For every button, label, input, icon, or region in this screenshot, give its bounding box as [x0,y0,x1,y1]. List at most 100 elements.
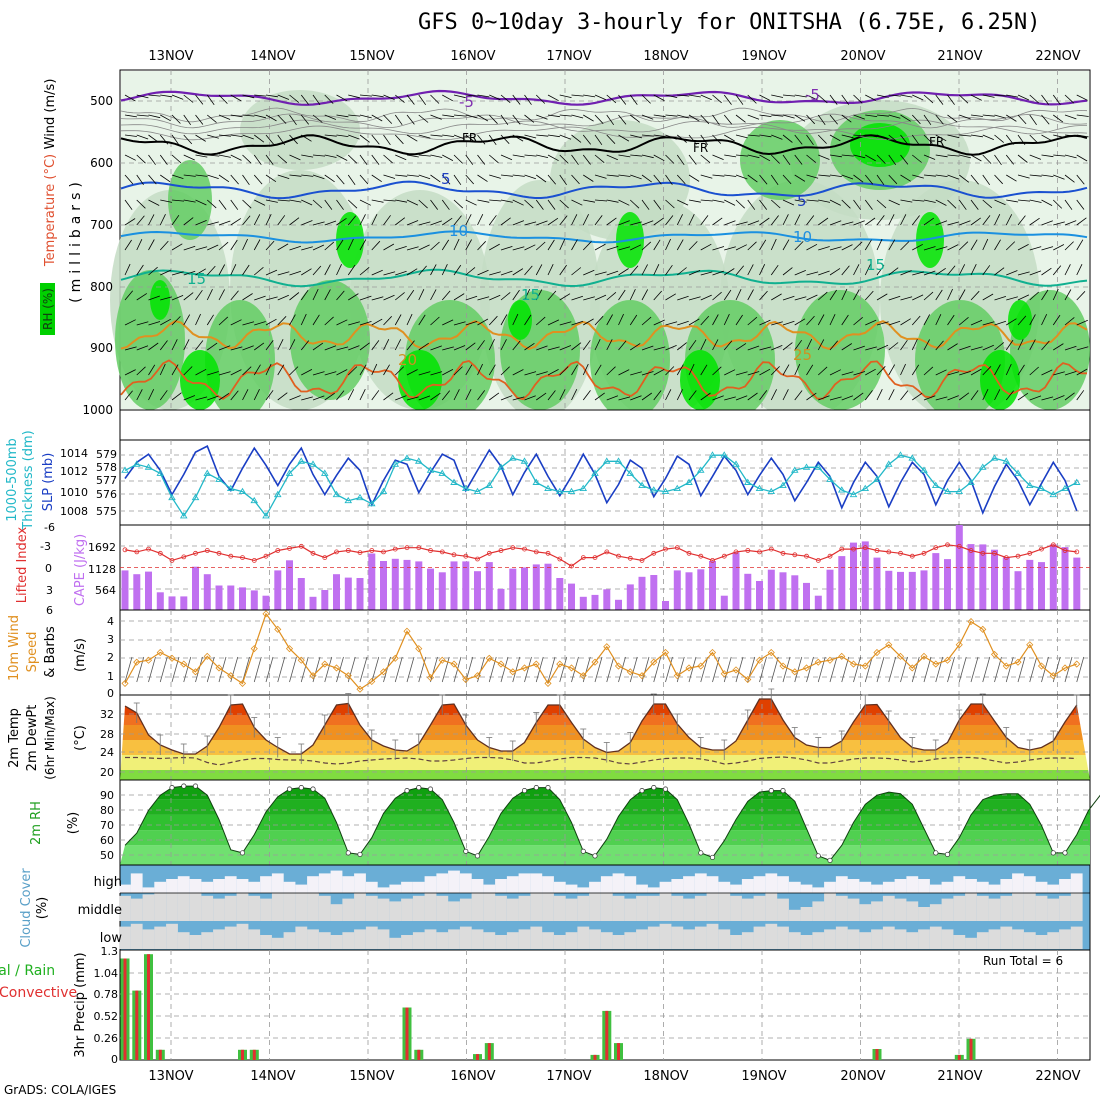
cloud-bar-low [119,926,131,949]
li-point [146,546,151,552]
rh2m-point [521,788,528,794]
wind-barb [571,320,584,326]
wind-barb [712,291,722,301]
wind-barb [747,316,758,326]
wind-barb [171,114,181,124]
cloud-bar-high [565,884,578,893]
rh2m-point [310,786,316,792]
cloud-bar-middle [295,893,308,921]
wind-barb [547,174,557,185]
wind10m-point [1061,664,1069,672]
wind10m-barb [994,656,1002,683]
precip-conv-bar [617,1043,620,1060]
tick-label: 0.52 [94,1010,119,1023]
wind-barb [265,134,274,145]
cloud-bar-high [941,881,954,893]
wind-barb [794,94,807,98]
wind-barb [1076,199,1085,210]
wind-barb [265,154,274,165]
surface-barb-strip [119,409,1091,441]
cloud-bar-high [859,881,872,893]
chart-title: GFS 0~10day 3-hourly for ONITSHA (6.75E,… [418,10,1041,35]
wind-barb [571,114,584,119]
wind-barb [1053,221,1065,226]
rh2m-point [1050,850,1056,856]
wind-barb [865,346,877,351]
cape-bar [826,569,834,610]
wind-barb [970,217,981,226]
wind-barb [218,134,231,137]
li-point [557,556,563,562]
li-point [510,545,516,551]
wind-barb [465,267,476,276]
wind-barb [536,154,549,158]
wind-barb [806,134,814,146]
wind-barb [735,221,748,226]
wind-barb [1041,267,1052,276]
li-point [498,548,504,553]
wind-barb [712,134,722,144]
date-label: 20NOV [840,1069,885,1084]
cloud-layer-middle: middle [78,903,122,918]
wind-barb [876,199,887,209]
cape-bar [215,585,223,610]
thickness-point [696,466,705,473]
cloud-bar-low [741,932,754,949]
cape-bar [991,549,998,610]
wind-barb [477,363,483,376]
wind-barb [911,315,921,326]
li-point [592,555,598,560]
wind-barb [348,94,360,99]
wind10m-barb [888,656,897,683]
wind10m-point [638,672,646,680]
cloud-bar-low [260,935,272,949]
wind-barb [383,392,394,401]
cloud-bar-middle [260,898,272,921]
wind-barb [853,345,865,351]
wind-barb [430,241,440,251]
wind-barb [1041,94,1050,105]
wind-barb [242,321,255,326]
wind-barb [195,174,208,177]
rh2m-point [1062,850,1068,856]
li-point [721,553,727,559]
wind-barb [900,154,909,165]
wind-barb [253,239,261,251]
cloud-bar-low [389,937,402,949]
wind10m-point [544,679,552,687]
tick-label: 70 [100,819,114,832]
cloud-bar-middle [671,895,684,921]
wind-barb [536,174,547,183]
wind10m-point [144,656,153,664]
wind-barb [383,94,395,100]
rh2m-point [345,850,351,856]
wind-barb [477,390,486,401]
wind-barb [477,296,490,301]
cloud-bar-middle [518,895,531,921]
precip-conv-bar [875,1049,879,1060]
wind-barb [465,114,478,119]
rh2m-point [474,853,481,859]
li-point [745,548,751,553]
wind-barb [171,134,180,146]
wind-barb [336,290,345,301]
thickness-point [168,493,176,501]
cloud-bar-high [824,881,836,893]
wind-barb [1017,94,1030,101]
wind-barb [406,313,413,326]
li-point [240,555,245,560]
wind-barb [500,246,513,251]
cape-bar [944,559,951,610]
wind-barb [630,371,642,376]
wind-barb [829,268,841,276]
cape-bar [779,572,787,610]
wind-barb [312,371,325,376]
date-label: 13NOV [148,49,193,64]
wind10m-barb [900,656,908,683]
wind-barb [124,174,134,185]
wind-barb [688,134,697,145]
wind-barb [994,296,1007,301]
cloud-bar-low [412,932,425,949]
wind-barb [488,339,495,351]
wind10m-point [838,652,846,660]
